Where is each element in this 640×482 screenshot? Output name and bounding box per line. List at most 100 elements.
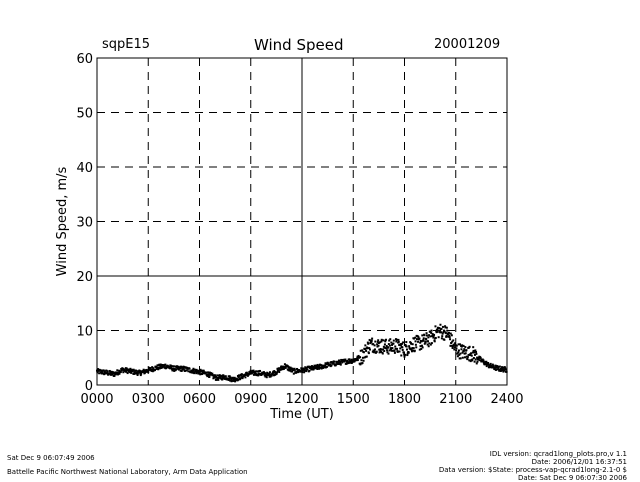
data-point <box>277 369 280 372</box>
data-point <box>504 367 507 370</box>
data-point <box>224 375 227 378</box>
data-point <box>350 358 353 361</box>
footer-data-date: Date: Sat Dec 9 06:07:30 2006 <box>518 474 627 482</box>
data-point <box>368 348 371 351</box>
data-point <box>377 339 380 342</box>
data-point <box>388 349 391 352</box>
data-point <box>393 349 396 352</box>
data-point <box>415 346 418 349</box>
data-point <box>360 359 363 362</box>
data-point <box>435 331 438 334</box>
data-point <box>384 338 387 341</box>
data-point <box>156 364 159 367</box>
data-point <box>132 368 135 371</box>
data-point <box>410 350 413 353</box>
data-point <box>109 371 112 374</box>
data-point <box>151 366 154 369</box>
data-point <box>207 371 210 374</box>
data-point <box>426 340 429 343</box>
data-point <box>106 370 109 373</box>
data-point <box>483 362 486 365</box>
data-point <box>401 342 404 345</box>
data-point <box>118 372 121 375</box>
data-point <box>248 371 251 374</box>
data-point <box>100 370 103 373</box>
data-point <box>197 372 200 375</box>
data-point <box>379 349 382 352</box>
data-point <box>392 339 395 342</box>
data-point <box>495 366 498 369</box>
data-point <box>265 376 268 379</box>
data-point <box>474 358 477 361</box>
data-point <box>445 326 448 329</box>
data-point <box>423 334 426 337</box>
data-point <box>329 363 332 366</box>
data-point <box>383 350 386 353</box>
data-point <box>365 355 368 358</box>
data-point <box>427 345 430 348</box>
data-point <box>395 338 398 341</box>
data-point <box>109 372 112 375</box>
data-point <box>205 371 208 374</box>
data-point <box>349 361 352 364</box>
data-point <box>142 368 145 371</box>
data-point <box>201 370 204 373</box>
data-point <box>380 340 383 343</box>
data-point <box>151 368 154 371</box>
data-point <box>104 372 107 375</box>
data-point <box>466 355 469 358</box>
data-point <box>465 349 468 352</box>
data-point <box>404 343 407 346</box>
data-point <box>385 347 388 350</box>
data-point <box>191 370 194 373</box>
data-point <box>375 350 378 353</box>
data-point <box>404 353 407 356</box>
data-point <box>199 373 202 376</box>
data-point <box>217 374 220 377</box>
data-point <box>455 349 458 352</box>
data-point <box>361 349 364 352</box>
data-point <box>424 340 427 343</box>
data-point <box>363 348 366 351</box>
data-point <box>147 366 150 369</box>
data-point <box>113 374 116 377</box>
data-point <box>424 341 427 344</box>
data-point <box>368 347 371 350</box>
data-point <box>296 368 299 371</box>
data-point <box>498 365 501 368</box>
data-point <box>201 369 204 372</box>
station-label: sqpE15 <box>102 37 151 52</box>
data-point <box>238 374 241 377</box>
data-point <box>409 348 412 351</box>
data-point <box>362 359 365 362</box>
data-point <box>125 370 128 373</box>
data-point <box>385 345 388 348</box>
data-point <box>119 371 122 374</box>
data-point <box>410 348 413 351</box>
data-point <box>228 379 231 382</box>
data-point <box>303 371 306 374</box>
data-point <box>327 362 330 365</box>
data-point <box>401 346 404 349</box>
data-point <box>436 330 439 333</box>
data-series <box>96 323 508 383</box>
data-point <box>221 376 224 379</box>
data-point <box>414 340 417 343</box>
data-point <box>216 374 219 377</box>
data-point <box>140 372 143 375</box>
y-tick-label: 60 <box>76 52 93 67</box>
data-point <box>386 349 389 352</box>
data-point <box>379 348 382 351</box>
data-point <box>172 365 175 368</box>
data-point <box>457 343 460 346</box>
data-point <box>387 343 390 346</box>
data-point <box>437 336 440 339</box>
data-point <box>244 376 247 379</box>
data-point <box>438 327 441 330</box>
data-point <box>461 356 464 359</box>
data-point <box>116 369 119 372</box>
x-tick-label: 0300 <box>132 392 165 407</box>
data-point <box>251 371 254 374</box>
data-point <box>396 350 399 353</box>
